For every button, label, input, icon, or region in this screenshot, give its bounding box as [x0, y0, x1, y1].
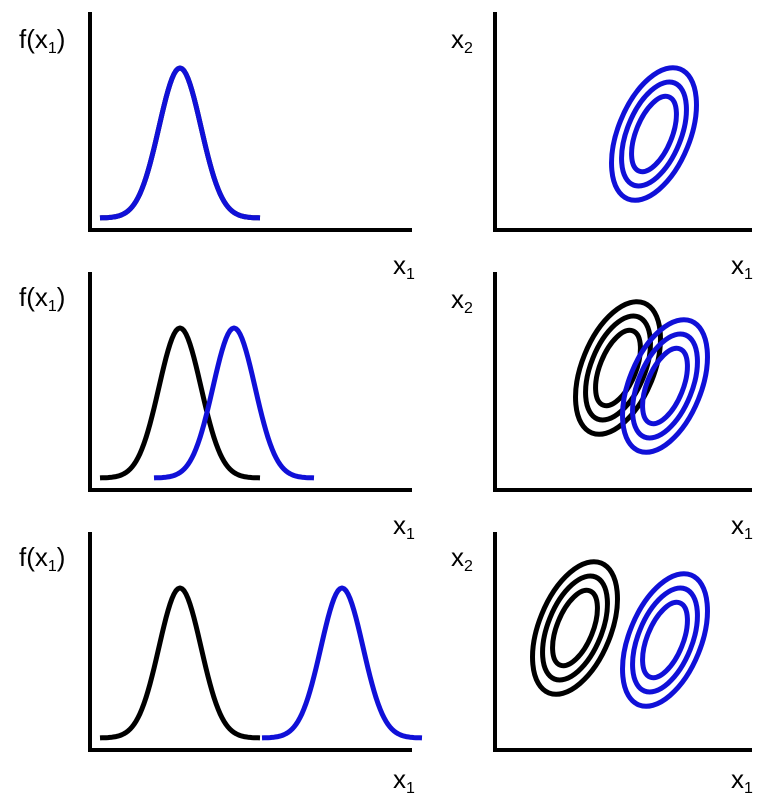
row1-contour-xlabel: x1: [731, 250, 753, 283]
row1-contour-b-ring-2: [619, 79, 689, 189]
row3-contour-a-ring-3: [530, 559, 620, 697]
row2-contour-b-ring-2: [630, 331, 700, 441]
row2-density-xlabel: x1: [393, 510, 415, 543]
row3-contour-a-ring-1: [550, 587, 600, 669]
row2-contour-a-ring-2: [583, 313, 653, 423]
row1-density-curve-b: [99, 65, 261, 221]
row3-contour-b-ring-3: [620, 571, 710, 709]
row1-density-xlabel: x1: [393, 250, 415, 283]
row2-density-ylabel: f(x1): [19, 282, 66, 315]
row2-density-curve-b: [153, 325, 315, 481]
row2-contour-ylabel: x2: [451, 284, 473, 317]
row3-density-curve-b: [261, 585, 423, 741]
row2-contour-xlabel: x1: [731, 510, 753, 543]
row2-contour-b-ring-1: [640, 345, 690, 427]
row2-contour-a-ring-3: [573, 299, 663, 437]
row1-contour-ylabel: x2: [451, 24, 473, 57]
row3-density-curve-a: [99, 585, 261, 741]
row3-density-xlabel: x1: [393, 764, 415, 797]
row2-density-curve-a: [99, 325, 261, 481]
row1-density-curve-a: [99, 65, 261, 221]
row2-contour-a-ring-1: [593, 327, 643, 409]
row1-contour-b-ring-1: [629, 93, 679, 175]
row2-contour-b-ring-3: [620, 317, 710, 455]
row3-contour-b-ring-1: [640, 599, 690, 681]
row1-contour-b-ring-3: [609, 65, 699, 203]
row3-contour-a-ring-2: [540, 573, 610, 683]
row3-contour-xlabel: x1: [731, 764, 753, 797]
row3-contour-b-ring-2: [630, 585, 700, 695]
row1-density-ylabel: f(x1): [19, 24, 66, 57]
row3-contour-ylabel: x2: [451, 542, 473, 575]
row3-density-ylabel: f(x1): [19, 542, 66, 575]
